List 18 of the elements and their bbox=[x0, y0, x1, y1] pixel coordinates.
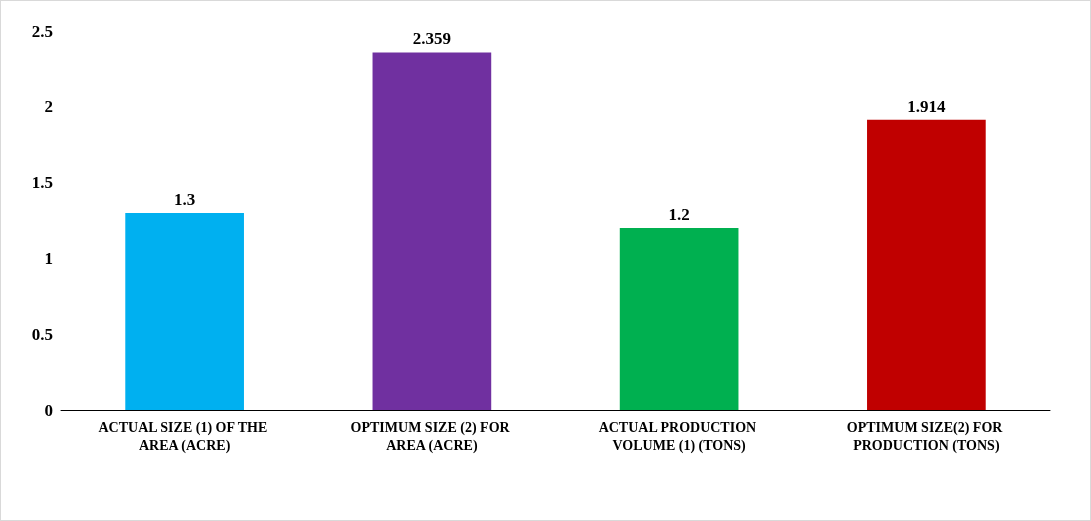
y-tick-label: 2 bbox=[44, 97, 53, 117]
y-tick-label: 2.5 bbox=[31, 21, 53, 41]
y-tick-label: 0 bbox=[44, 400, 53, 420]
x-tick-label: ACTUAL PRODUCTION VOLUME (1) (TONS) bbox=[598, 419, 760, 454]
data-label: 2.359 bbox=[412, 29, 451, 49]
data-label: 1.914 bbox=[907, 96, 946, 116]
bar bbox=[125, 212, 244, 410]
data-label: 1.3 bbox=[174, 189, 196, 209]
data-label: 1.2 bbox=[668, 205, 690, 225]
x-tick-label: ACTUAL SIZE (1) OF THE AREA (ACRE) bbox=[98, 419, 271, 454]
bar bbox=[619, 228, 739, 410]
y-tick-label: 1 bbox=[44, 248, 53, 268]
x-tick-label: OPTIMUM SIZE(2) FOR PRODUCTION (TONS) bbox=[846, 419, 1006, 454]
bar bbox=[867, 119, 986, 410]
bar bbox=[372, 52, 492, 410]
x-tick-label: OPTIMUM SIZE (2) FOR AREA (ACRE) bbox=[350, 419, 514, 454]
y-tick-label: 0.5 bbox=[31, 324, 53, 344]
y-tick-label: 1.5 bbox=[31, 173, 53, 193]
